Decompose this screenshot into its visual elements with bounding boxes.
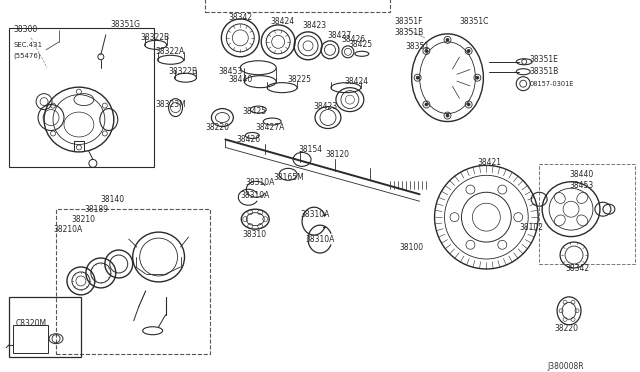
- Text: 38225: 38225: [287, 75, 311, 84]
- Text: 38424: 38424: [270, 17, 294, 26]
- Text: 38323M: 38323M: [156, 100, 186, 109]
- Bar: [539, 164, 635, 264]
- Text: 38310A: 38310A: [240, 191, 269, 200]
- Text: 38210: 38210: [71, 215, 95, 224]
- Text: 38421: 38421: [477, 158, 501, 167]
- Text: 38423: 38423: [313, 102, 337, 111]
- Text: 38342: 38342: [228, 13, 252, 22]
- Text: 38322A: 38322A: [156, 47, 185, 56]
- Text: 38342: 38342: [565, 264, 589, 273]
- Text: 38440: 38440: [228, 75, 253, 84]
- Text: 38189: 38189: [85, 205, 109, 214]
- Text: 38322B: 38322B: [168, 67, 198, 76]
- Text: 38423: 38423: [302, 22, 326, 31]
- Text: 38351B: 38351B: [395, 28, 424, 37]
- Text: 38351: 38351: [406, 42, 430, 51]
- Circle shape: [416, 76, 419, 79]
- Circle shape: [476, 76, 479, 79]
- Bar: [9, 297, 81, 357]
- Text: 38424: 38424: [345, 77, 369, 86]
- Text: 38310A: 38310A: [245, 178, 275, 187]
- Text: SEC.431: SEC.431: [13, 42, 42, 48]
- Text: 38351C: 38351C: [460, 17, 489, 26]
- Circle shape: [446, 38, 449, 41]
- Text: 38220: 38220: [554, 324, 578, 333]
- Text: 38120: 38120: [325, 150, 349, 159]
- Text: 38102: 38102: [519, 222, 543, 232]
- Text: 38440: 38440: [569, 170, 593, 179]
- Text: 38351G: 38351G: [111, 20, 141, 29]
- Circle shape: [467, 49, 470, 52]
- Text: 38351B: 38351B: [529, 67, 559, 76]
- Circle shape: [425, 103, 428, 106]
- Text: 38425: 38425: [243, 107, 266, 116]
- Text: 38300: 38300: [13, 25, 37, 34]
- Text: C8320M: C8320M: [15, 319, 46, 328]
- Text: J380008R: J380008R: [547, 362, 584, 371]
- Text: 38426: 38426: [341, 35, 365, 44]
- Text: 38220: 38220: [205, 123, 229, 132]
- Text: 38351E: 38351E: [529, 55, 558, 64]
- Text: 38310A: 38310A: [300, 210, 330, 219]
- Text: (55476): (55476): [13, 52, 41, 59]
- Circle shape: [467, 103, 470, 106]
- Bar: [9, 28, 154, 167]
- Text: 38165M: 38165M: [273, 173, 304, 182]
- Text: 38140: 38140: [101, 195, 125, 204]
- Bar: [13, 325, 48, 353]
- Text: 38427A: 38427A: [255, 123, 285, 132]
- Text: 38100: 38100: [400, 243, 424, 251]
- Text: 38427: 38427: [327, 31, 351, 41]
- Text: 38322B: 38322B: [141, 33, 170, 42]
- Text: 38426: 38426: [236, 135, 260, 144]
- Text: 38154: 38154: [298, 145, 322, 154]
- Text: 38210A: 38210A: [53, 225, 83, 234]
- Text: 08157-0301E: 08157-0301E: [529, 81, 573, 87]
- Bar: [56, 209, 211, 354]
- Text: 38453: 38453: [569, 181, 593, 190]
- Text: 38310: 38310: [243, 230, 266, 238]
- Text: 38453: 38453: [218, 67, 243, 76]
- Circle shape: [425, 49, 428, 52]
- Circle shape: [446, 114, 449, 117]
- Bar: [205, 0, 390, 12]
- Text: 38425: 38425: [349, 40, 373, 49]
- Text: 38351F: 38351F: [395, 17, 423, 26]
- Text: 38310A: 38310A: [305, 235, 335, 244]
